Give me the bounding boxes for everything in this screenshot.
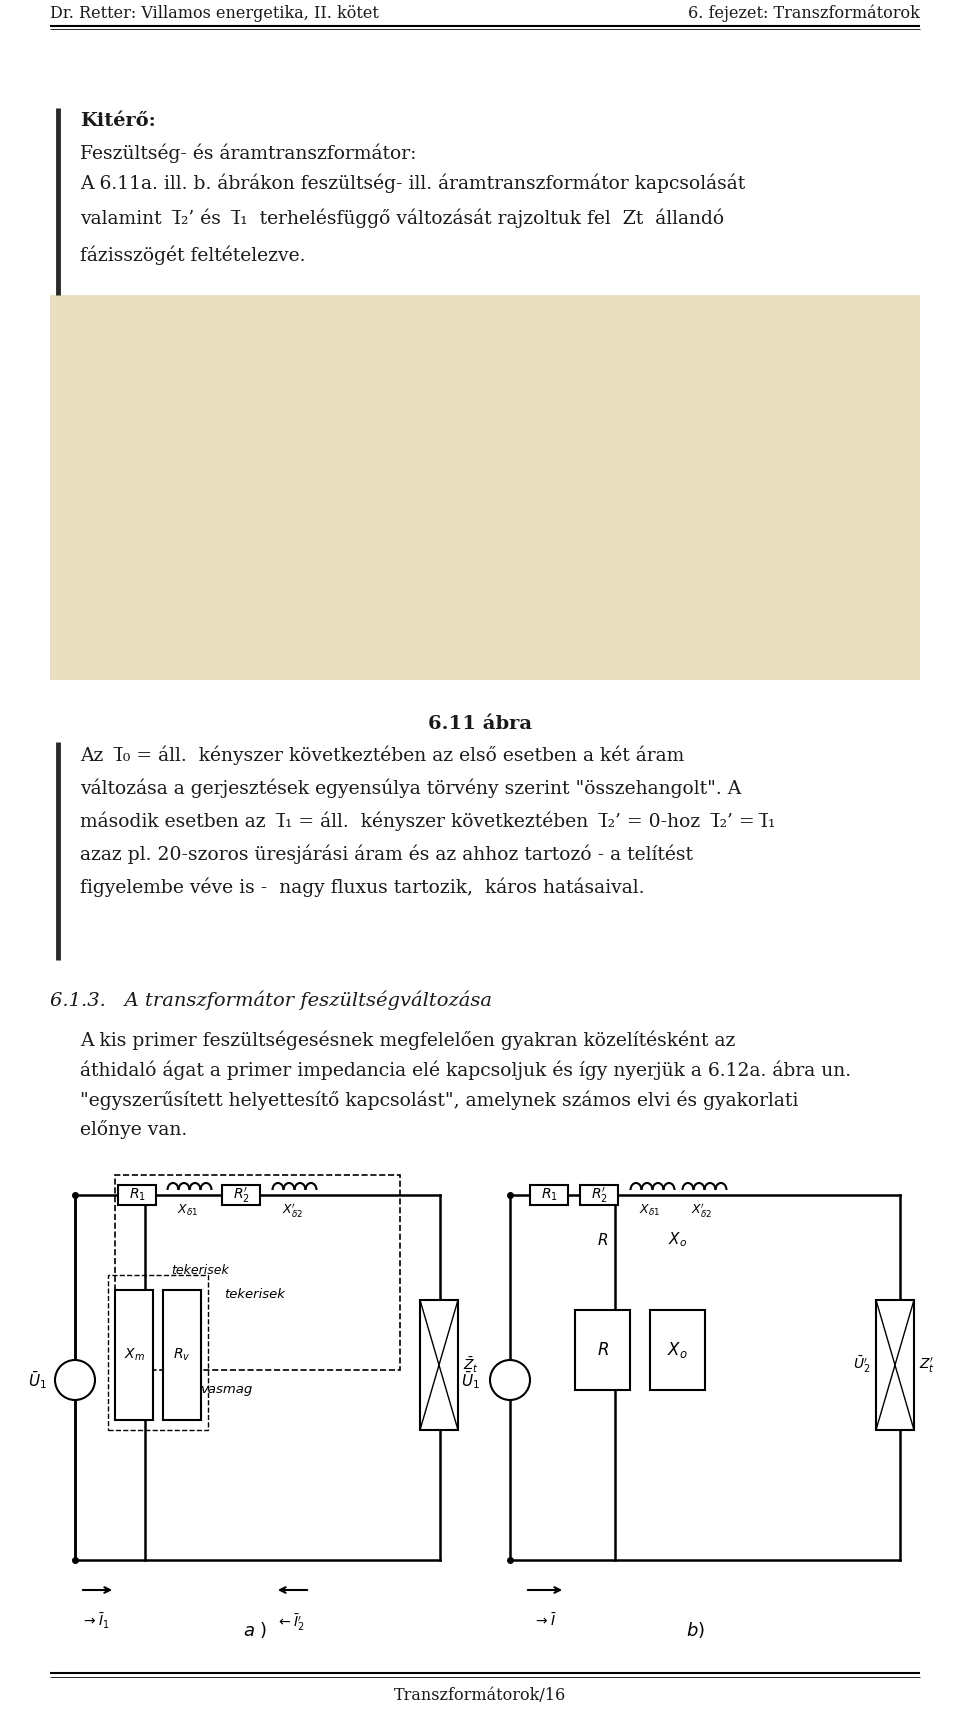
Text: A kis primer feszültségesésnek megfelelően gyakran közelítésként az: A kis primer feszültségesésnek megfelelő… <box>80 1030 735 1049</box>
Bar <box>118 1184 156 1205</box>
Text: $X_{\delta2}'$: $X_{\delta2}'$ <box>282 1202 303 1219</box>
Text: vasmag: vasmag <box>200 1383 252 1397</box>
Text: második esetben az  I̅₁ = áll.  kényszer következtében  I̅₂’ = 0-hoz  I̅₂’ = I̅₁: második esetben az I̅₁ = áll. kényszer k… <box>80 811 776 831</box>
Text: $b)$: $b)$ <box>685 1620 705 1640</box>
Text: $X_m$: $X_m$ <box>124 1347 144 1363</box>
Bar <box>108 1275 208 1429</box>
Circle shape <box>490 1359 530 1400</box>
Bar <box>163 1291 201 1419</box>
Bar <box>115 1176 400 1369</box>
Bar <box>575 1309 630 1390</box>
Bar <box>876 1299 914 1429</box>
Text: Feszültség- és áramtranszformátor:: Feszültség- és áramtranszformátor: <box>80 142 417 163</box>
Text: valamint  I̅₂’ és  I̅₁  terhelésfüggő változását rajzoltuk fel  Z̅t  állandó: valamint I̅₂’ és I̅₁ terhelésfüggő válto… <box>80 207 724 228</box>
Text: $R_1$: $R_1$ <box>540 1186 558 1203</box>
Text: $\bar{U}_2'$: $\bar{U}_2'$ <box>853 1354 871 1375</box>
Text: 6.11 ábra: 6.11 ábra <box>428 715 532 734</box>
Text: "egyszerűsített helyettesítő kapcsolást", amelynek számos elvi és gyakorlati: "egyszerűsített helyettesítő kapcsolást"… <box>80 1090 799 1109</box>
Text: előnye van.: előnye van. <box>80 1119 187 1140</box>
Text: azaz pl. 20-szoros üresjárási áram és az ahhoz tartozó - a telítést: azaz pl. 20-szoros üresjárási áram és az… <box>80 843 693 864</box>
Text: $\rightarrow \bar{I}_1$: $\rightarrow \bar{I}_1$ <box>81 1611 109 1632</box>
Circle shape <box>55 1359 95 1400</box>
Text: $\bar{U}_1$: $\bar{U}_1$ <box>28 1369 47 1392</box>
Text: $\bar{U}_1$: $\bar{U}_1$ <box>461 1369 480 1392</box>
Text: $R_2'$: $R_2'$ <box>232 1186 250 1205</box>
Text: $R$: $R$ <box>596 1340 609 1359</box>
Text: tekerisek: tekerisek <box>171 1263 228 1277</box>
Text: Transzformátorok/16: Transzformátorok/16 <box>394 1688 566 1704</box>
Bar <box>650 1309 705 1390</box>
Bar <box>115 1291 153 1419</box>
Bar <box>50 295 920 680</box>
Text: $R_1$: $R_1$ <box>129 1186 146 1203</box>
Bar <box>530 1184 568 1205</box>
Text: $R_v$: $R_v$ <box>173 1347 191 1363</box>
Bar <box>580 1184 618 1205</box>
Text: $X_{\delta2}'$: $X_{\delta2}'$ <box>691 1202 712 1219</box>
Text: $\rightarrow \bar{I}$: $\rightarrow \bar{I}$ <box>533 1611 557 1628</box>
Text: $X_{\delta1}$: $X_{\delta1}$ <box>639 1203 660 1217</box>
Text: $R_2'$: $R_2'$ <box>590 1186 608 1205</box>
Text: $X_{\delta1}$: $X_{\delta1}$ <box>177 1203 198 1217</box>
Text: A 6.11a. ill. b. ábrákon feszültség- ill. áramtranszformátor kapcsolását: A 6.11a. ill. b. ábrákon feszültség- ill… <box>80 173 745 192</box>
Text: Kitérő:: Kitérő: <box>80 111 156 130</box>
Text: $\leftarrow \bar{I}_2'$: $\leftarrow \bar{I}_2'$ <box>276 1611 304 1633</box>
Text: változása a gerjesztések egyensúlya törvény szerint "összehangolt". A: változása a gerjesztések egyensúlya törv… <box>80 778 741 797</box>
Text: $Z_t'$: $Z_t'$ <box>919 1356 935 1375</box>
Text: tekerisek: tekerisek <box>225 1289 285 1301</box>
Text: fázisszögét feltételezve.: fázisszögét feltételezve. <box>80 245 305 264</box>
Text: Az  I̅₀ = áll.  kényszer következtében az első esetben a két áram: Az I̅₀ = áll. kényszer következtében az … <box>80 746 684 764</box>
Text: $\bar{Z}_t$: $\bar{Z}_t$ <box>463 1356 479 1375</box>
Text: 6. fejezet: Transzformátorok: 6. fejezet: Transzformátorok <box>688 3 920 22</box>
Text: figyelembe véve is -  nagy fluxus tartozik,  káros hatásaival.: figyelembe véve is - nagy fluxus tartozi… <box>80 878 644 896</box>
Text: 6.1.3.   A transzformátor feszültségváltozása: 6.1.3. A transzformátor feszültségváltoz… <box>50 991 492 1010</box>
Bar <box>420 1299 458 1429</box>
Text: áthidaló ágat a primer impedancia elé kapcsoljuk és így nyerjük a 6.12a. ábra un: áthidaló ágat a primer impedancia elé ka… <box>80 1059 852 1080</box>
Bar <box>222 1184 260 1205</box>
Text: $X_o$: $X_o$ <box>667 1340 688 1359</box>
Text: $R$: $R$ <box>597 1232 608 1248</box>
Text: $a\ )$: $a\ )$ <box>243 1620 267 1640</box>
Text: $X_o$: $X_o$ <box>668 1231 687 1250</box>
Text: Dr. Retter: Villamos energetika, II. kötet: Dr. Retter: Villamos energetika, II. köt… <box>50 5 379 22</box>
